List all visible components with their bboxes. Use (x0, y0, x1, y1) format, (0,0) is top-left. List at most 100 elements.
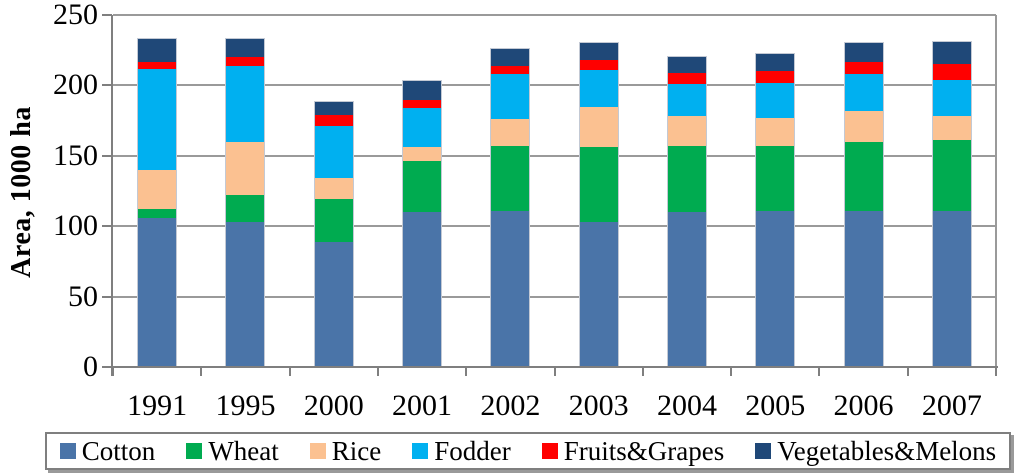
bar-segment-fruits-grapes-2005 (756, 71, 795, 83)
bar-segment-wheat-2004 (667, 145, 706, 213)
x-tick-mark (995, 367, 997, 376)
bar-segment-vegetables-melons-2005 (756, 54, 795, 72)
legend-label: Fodder (434, 436, 511, 466)
bar-segment-wheat-2006 (844, 141, 883, 211)
bar-2003 (578, 42, 619, 368)
bar-segment-vegetables-melons-1995 (226, 38, 265, 58)
x-tick-mark (288, 367, 291, 376)
bar-segment-cotton-2000 (314, 241, 353, 367)
bar-segment-fodder-2007 (932, 79, 971, 117)
legend-swatch-icon (59, 443, 76, 459)
bar-segment-fodder-2005 (756, 82, 795, 118)
bar-2000 (313, 101, 354, 368)
legend-item-fodder: Fodder (412, 436, 511, 466)
bar-segment-rice-1991 (138, 169, 177, 210)
y-axis-line (111, 15, 113, 376)
bar-segment-fruits-grapes-1995 (226, 57, 265, 66)
y-tick-label: 50 (68, 279, 98, 313)
bar-segment-wheat-2001 (403, 161, 442, 213)
bar-segment-fruits-grapes-2007 (932, 64, 971, 80)
bar-segment-rice-2005 (756, 117, 795, 146)
gridline-250 (113, 14, 996, 16)
y-axis-title: Area, 1000 ha (6, 106, 37, 278)
bar-2005 (755, 53, 796, 368)
x-tick-label-2002: 2002 (480, 389, 541, 422)
x-tick-label-2000: 2000 (303, 389, 364, 422)
y-tick-mark (102, 14, 112, 16)
legend-item-wheat: Wheat (186, 436, 279, 466)
bar-1991 (137, 37, 178, 369)
legend-label: Rice (331, 436, 382, 466)
legend: Cotton Wheat Rice Fodder Fruits&Grapes Vegeta… (45, 432, 1011, 470)
bar-segment-cotton-1995 (226, 221, 265, 367)
bar-segment-fodder-1995 (226, 65, 265, 142)
x-tick-mark (553, 367, 556, 376)
bar-2002 (490, 47, 531, 369)
x-tick-mark (376, 367, 379, 376)
legend-item-vegetables-melons: Vegetables&Melons (755, 436, 996, 466)
legend-label: Vegetables&Melons (777, 436, 997, 466)
bar-segment-rice-2003 (579, 106, 618, 148)
bar-segment-fruits-grapes-2002 (491, 65, 530, 75)
bar-segment-rice-2007 (932, 116, 971, 141)
bar-2006 (843, 42, 884, 368)
y-tick-label: 200 (53, 68, 98, 102)
y-tick-label: 250 (53, 0, 98, 31)
legend-label: Wheat (208, 436, 279, 466)
bar-segment-wheat-1991 (138, 209, 177, 218)
x-tick-mark (200, 367, 203, 376)
legend-swatch-icon (186, 443, 203, 459)
y-tick-mark (102, 295, 112, 298)
bar-1995 (225, 37, 266, 369)
bar-segment-vegetables-melons-2007 (932, 41, 971, 65)
x-tick-mark (112, 367, 114, 376)
bar-segment-wheat-2007 (932, 140, 971, 211)
legend-swatch-icon (541, 443, 558, 459)
x-tick-label-2001: 2001 (392, 389, 453, 422)
bar-segment-cotton-1991 (138, 217, 177, 367)
y-tick-label: 150 (53, 138, 98, 172)
legend-swatch-icon (412, 443, 429, 459)
bar-2001 (402, 80, 443, 368)
bar-segment-vegetables-melons-1991 (138, 38, 177, 62)
x-tick-mark (818, 367, 821, 376)
x-tick-label-2003: 2003 (568, 389, 629, 422)
bar-segment-wheat-2002 (491, 145, 530, 211)
bar-2004 (666, 56, 707, 368)
bar-segment-fruits-grapes-2000 (314, 115, 353, 127)
y-tick-label: 0 (83, 350, 98, 383)
bar-segment-vegetables-melons-2002 (491, 48, 530, 66)
bar-segment-wheat-2003 (579, 147, 618, 222)
bar-segment-fruits-grapes-2003 (579, 60, 618, 70)
bar-segment-rice-2001 (403, 147, 442, 162)
legend-item-fruits-grapes: Fruits&Grapes (541, 436, 724, 466)
y-tick-mark (102, 84, 112, 87)
bar-segment-rice-1995 (226, 141, 265, 196)
x-tick-label-1991: 1991 (127, 389, 188, 422)
x-tick-mark (730, 367, 733, 376)
bar-segment-vegetables-melons-2000 (314, 102, 353, 116)
bar-segment-fodder-2003 (579, 69, 618, 107)
bar-segment-cotton-2004 (667, 212, 706, 367)
x-tick-label-2006: 2006 (833, 389, 894, 422)
y-tick-mark (102, 366, 112, 368)
bar-segment-rice-2006 (844, 110, 883, 142)
bar-segment-vegetables-melons-2001 (403, 81, 442, 100)
bar-segment-fodder-2001 (403, 107, 442, 148)
x-tick-label-2005: 2005 (745, 389, 806, 422)
bar-segment-fodder-2000 (314, 126, 353, 179)
bar-segment-wheat-2005 (756, 145, 795, 211)
bar-2007 (931, 40, 972, 369)
gridline-200 (113, 84, 996, 87)
x-tick-label-2004: 2004 (656, 389, 717, 422)
gridline-100 (113, 225, 996, 228)
x-tick-mark (465, 367, 468, 376)
y-tick-label: 100 (53, 209, 98, 243)
x-tick-label-2007: 2007 (921, 389, 982, 422)
bar-segment-vegetables-melons-2004 (667, 57, 706, 73)
bar-segment-cotton-2006 (844, 210, 883, 367)
plot-area (113, 14, 996, 369)
legend-item-rice: Rice (309, 436, 382, 466)
bar-segment-cotton-2005 (756, 210, 795, 367)
